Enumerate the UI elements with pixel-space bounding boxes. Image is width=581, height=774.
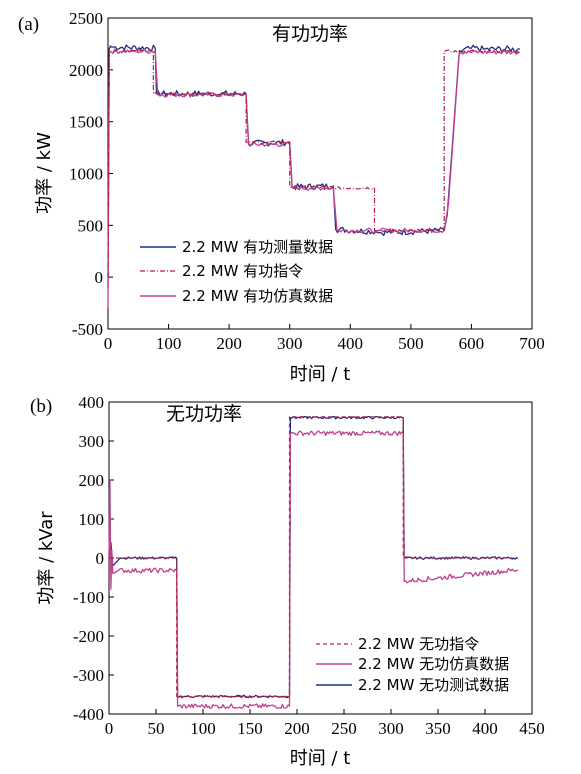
panel-a-legend-entry-3: 2.2 MW 有功仿真数据 [182,287,333,305]
panel-a-x-tick-label: 300 [277,334,303,353]
panel-b: 0 50 100 150 200 250 300 350 400 450 -400 -300 -200 -… [30,393,545,769]
panel-b-title: 无功功率 [166,403,242,425]
panel-a-x-tick-label: 600 [459,334,485,353]
panel-a-legend-entry-1: 2.2 MW 有功测量数据 [182,238,333,256]
panel-b-x-tick-label: 50 [148,719,165,738]
panel-b-y-axis-label: 功率 / kVar [36,511,57,605]
panel-a-series [107,44,521,309]
panel-b-legend-entry-1: 2.2 MW 无功指令 [358,635,479,653]
panel-a-y-tick-label: 2000 [69,61,103,80]
panel-b-y-tick-label: -200 [73,627,104,646]
panel-b-x-tick-label: 100 [190,719,216,738]
panel-a-y-tick-label: 1000 [69,165,103,184]
panel-a-y-axis-label: 功率 / kW [34,132,55,214]
panel-b-x-tick-label: 0 [105,719,114,738]
panel-b-legend-entry-3: 2.2 MW 无功测试数据 [358,676,509,694]
panel-b-legend-entry-2: 2.2 MW 无功仿真数据 [358,655,509,673]
panel-b-y-tick-label: -100 [73,588,104,607]
panel-a-series-line-2 [107,49,521,278]
panel-b-x-tick-label: 450 [519,719,545,738]
panel-b-x-tick-label: 400 [472,719,498,738]
panel-b-x-axis-label: 时间 / t [290,748,351,769]
panel-a-y-tick-label: -500 [72,320,103,339]
panel-a: 0 100 200 300 400 500 600 700-50005001000150020… [18,9,545,385]
panel-b-y-tick-label: -400 [73,705,104,724]
panel-a-x-tick-label: 0 [104,334,113,353]
panel-a-x-axis-label: 时间 / t [290,364,351,385]
panel-b-legend: 2.2 MW 无功指令 2.2 MW 无功仿真数据 2.2 MW 无功测试数据 [316,635,509,694]
panel-a-y-tick-label: 500 [78,216,104,235]
panel-b-y-tick-label: 100 [79,510,105,529]
panel-a-ticks: 0 100 200 300 400 500 600 700-50005001000150020… [69,9,545,353]
panel-b-x-tick-label: 350 [425,719,451,738]
panel-b-series [108,415,519,710]
panel-b-series-line-2 [108,430,519,710]
panel-b-y-tick-label: -300 [73,666,104,685]
panel-b-x-tick-label: 150 [237,719,263,738]
panel-b-x-tick-label: 200 [284,719,310,738]
panel-a-label: (a) [18,14,39,35]
panel-b-y-tick-label: 200 [79,471,105,490]
panel-a-legend: 2.2 MW 有功测量数据 2.2 MW 有功指令 2.2 MW 有功仿真数据 [140,238,333,305]
panel-a-x-tick-label: 400 [338,334,364,353]
panel-b-x-tick-label: 300 [378,719,404,738]
panel-a-title: 有功功率 [272,23,348,45]
panel-b-y-tick-label: 0 [96,549,105,568]
panel-a-y-tick-label: 1500 [69,113,103,132]
panel-b-y-tick-label: 300 [79,432,105,451]
panel-a-series-line-3 [107,48,521,309]
panel-a-legend-entry-2: 2.2 MW 有功指令 [182,262,303,280]
panel-a-x-tick-label: 200 [216,334,242,353]
panel-b-x-tick-label: 250 [331,719,357,738]
panel-a-y-tick-label: 2500 [69,9,103,28]
panel-a-x-tick-label: 500 [398,334,424,353]
panel-b-ticks: 0 50 100 150 200 250 300 350 400 450 -400 -300 -200 -… [73,393,545,738]
panel-a-x-tick-label: 100 [156,334,182,353]
panel-b-y-tick-label: 400 [79,393,105,412]
panel-a-plot-frame [107,17,533,330]
panel-a-x-tick-label: 700 [519,334,545,353]
panel-b-label: (b) [30,396,52,417]
panel-a-y-tick-label: 0 [95,268,104,287]
panel-b-series-line-1 [109,416,518,698]
